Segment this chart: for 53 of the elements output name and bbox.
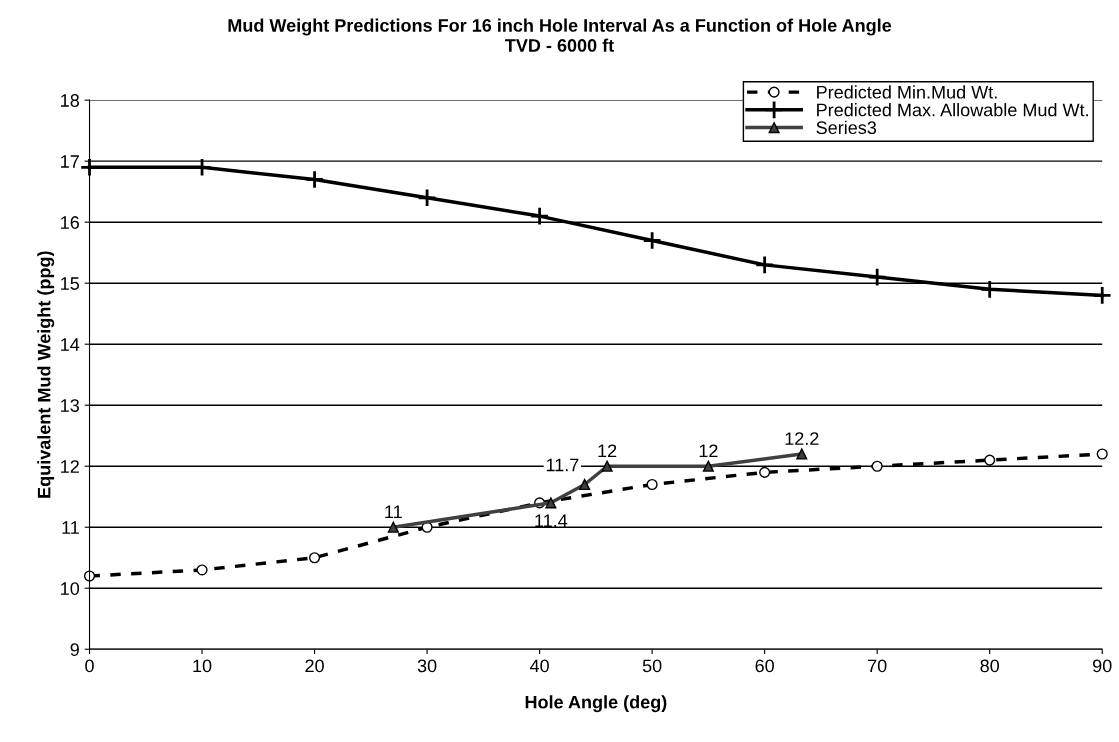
data-label: 12 <box>699 444 718 457</box>
x-tick-label: 60 <box>755 659 774 673</box>
point <box>196 564 208 576</box>
point <box>529 206 550 226</box>
point <box>304 169 325 190</box>
legend-label: Predicted Min.Mud Wt. <box>817 85 997 99</box>
x-tick-label: 20 <box>305 659 324 673</box>
point <box>601 460 613 472</box>
point <box>642 230 662 251</box>
data-label: 11.4 <box>535 514 568 527</box>
data-label: 11.7 <box>546 458 579 472</box>
point <box>387 521 399 533</box>
y-tick-label: 15 <box>61 277 80 290</box>
point <box>754 255 775 275</box>
x-tick-label: 30 <box>417 659 437 673</box>
y-tick-label: 18 <box>61 94 80 107</box>
point <box>1096 448 1108 460</box>
x-axis-title: Hole Angle (deg) <box>525 695 667 713</box>
point <box>759 466 771 478</box>
y-tick-label: 9 <box>70 643 79 656</box>
point <box>1092 285 1112 306</box>
point <box>545 497 557 509</box>
legend-label: Series3 <box>816 120 877 135</box>
y-tick-label: 14 <box>61 338 80 351</box>
y-tick-label: 13 <box>61 399 80 412</box>
point <box>417 188 437 208</box>
x-tick-label: 10 <box>193 659 212 673</box>
y-tick-label: 11 <box>62 521 79 534</box>
point <box>646 478 658 491</box>
data-label: 12.2 <box>785 432 819 445</box>
x-tick-label: 50 <box>642 659 662 673</box>
y-axis-title: Equivalent Mud Weight (ppg) <box>37 251 55 498</box>
y-tick-label: 12 <box>61 460 79 473</box>
chart-title: Mud Weight Predictions For 16 inch Hole Interval As a Function of Hole Angle <box>228 18 892 36</box>
data-label: 12 <box>598 444 617 457</box>
x-tick-label: 0 <box>85 659 94 673</box>
x-tick-label: 70 <box>868 659 887 673</box>
point <box>871 460 883 472</box>
legend-label: Predicted Max. Allowable Mud Wt. <box>817 103 1088 117</box>
point <box>796 448 808 460</box>
x-tick-label: 80 <box>980 659 1000 673</box>
point <box>579 478 591 491</box>
y-tick-label: 16 <box>61 216 80 229</box>
point <box>984 454 996 466</box>
x-tick-label: 40 <box>529 659 549 673</box>
point <box>867 267 887 287</box>
chart-subtitle: TVD - 6000 ft <box>505 38 614 52</box>
point <box>702 460 714 472</box>
data-label: 11 <box>385 505 402 519</box>
y-tick-label: 17 <box>61 155 79 168</box>
x-tick-label: 90 <box>1093 659 1112 673</box>
point <box>309 552 321 564</box>
y-tick-label: 10 <box>61 582 80 595</box>
